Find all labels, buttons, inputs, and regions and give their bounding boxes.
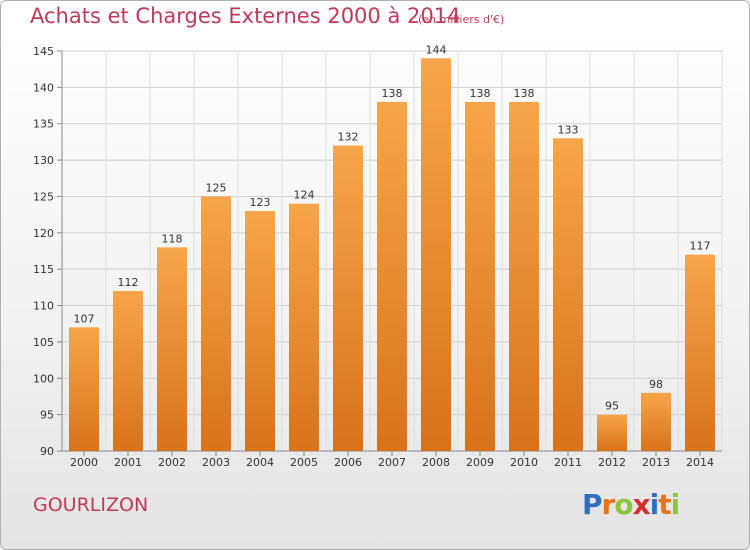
x-tick-label: 2008: [422, 456, 450, 469]
x-tick-label: 2014: [686, 456, 714, 469]
x-tick-label: 2001: [114, 456, 142, 469]
y-tick-label: 110: [33, 300, 54, 313]
y-tick-label: 130: [33, 154, 54, 167]
logo-letter: r: [601, 488, 616, 521]
y-tick-label: 145: [33, 45, 54, 58]
bar: [641, 392, 671, 451]
logo-letter: t: [658, 488, 671, 521]
bar: [553, 138, 583, 452]
data-label: 133: [558, 123, 579, 136]
logo-letter: x: [632, 488, 651, 521]
x-tick-label: 2011: [554, 456, 582, 469]
x-tick-label: 2005: [290, 456, 318, 469]
y-tick-label: 125: [33, 190, 54, 203]
data-label: 123: [250, 196, 271, 209]
x-tick-label: 2006: [334, 456, 362, 469]
bar: [113, 291, 143, 451]
data-label: 98: [649, 378, 663, 391]
bar: [421, 58, 451, 451]
y-tick-label: 105: [33, 336, 54, 349]
data-label: 124: [294, 189, 315, 202]
bar: [201, 196, 231, 451]
logo-letter: i: [670, 488, 681, 521]
data-label: 138: [514, 87, 535, 100]
logo-letter: P: [582, 488, 603, 521]
data-label: 144: [426, 43, 447, 56]
y-tick-label: 140: [33, 81, 54, 94]
commune-name: GOURLIZON: [33, 494, 149, 516]
bar: [333, 145, 363, 451]
data-label: 112: [118, 276, 139, 289]
bar: [509, 101, 539, 451]
y-tick-label: 115: [33, 263, 54, 276]
x-tick-label: 2009: [466, 456, 494, 469]
data-label: 132: [338, 131, 359, 144]
x-tick-label: 2010: [510, 456, 538, 469]
x-tick-label: 2013: [642, 456, 670, 469]
y-tick-label: 90: [40, 445, 54, 458]
data-label: 95: [605, 400, 619, 413]
x-tick-label: 2000: [70, 456, 98, 469]
bar: [465, 101, 495, 451]
bar: [377, 101, 407, 451]
data-label: 117: [690, 240, 711, 253]
bars: [69, 58, 715, 452]
data-label: 138: [382, 87, 403, 100]
data-label: 125: [206, 181, 227, 194]
bar: [69, 327, 99, 451]
data-label: 118: [162, 232, 183, 245]
bar: [245, 211, 275, 451]
data-label: 138: [470, 87, 491, 100]
chart-subtitle: (en milliers d'€): [418, 13, 505, 26]
bar: [157, 247, 187, 451]
data-label: 107: [74, 312, 95, 325]
y-tick-label: 120: [33, 227, 54, 240]
chart-title: Achats et Charges Externes 2000 à 2014: [30, 4, 461, 28]
x-tick-label: 2007: [378, 456, 406, 469]
bar: [597, 414, 627, 451]
bar: [289, 203, 319, 451]
x-tick-label: 2004: [246, 456, 274, 469]
logo-letter: i: [649, 488, 660, 521]
x-tick-label: 2003: [202, 456, 230, 469]
logo-letter: o: [614, 488, 633, 521]
x-tick-label: 2002: [158, 456, 186, 469]
y-tick-label: 100: [33, 372, 54, 385]
data-labels: 107 112 118 125 123 124 132 138 144 138 138 133 95 98…: [74, 43, 711, 412]
proxiti-logo: Proxiti: [582, 488, 681, 521]
y-tick-label: 135: [33, 118, 54, 131]
x-tick-label: 2012: [598, 456, 626, 469]
y-tick-label: 95: [40, 409, 54, 422]
bar: [685, 254, 715, 451]
